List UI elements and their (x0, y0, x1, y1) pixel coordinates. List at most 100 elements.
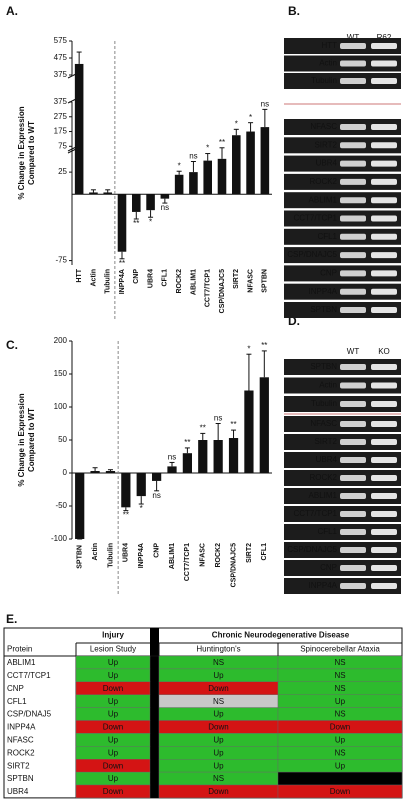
bar (89, 192, 98, 195)
significance: * (249, 113, 252, 122)
x-tick-label: ROCK2 (176, 269, 183, 294)
blot-band (340, 547, 366, 553)
x-tick-label: CNP (153, 543, 160, 558)
bar (182, 453, 192, 473)
blot-band (371, 215, 397, 222)
blot-band (371, 439, 397, 445)
blot-band (371, 529, 397, 535)
axis-break (67, 98, 77, 104)
x-tick-label: SPTBN (77, 545, 84, 569)
protein-name: ABLIM1 (7, 658, 36, 667)
protein-label: CCT7/TCP1 (293, 509, 337, 518)
protein-label: Actin (319, 381, 337, 390)
blot-band (340, 233, 366, 240)
table-cell-text: Down (330, 787, 350, 796)
x-tick-label: Tubulin (107, 543, 114, 568)
table-cell-text: NS (334, 748, 345, 757)
column-header: Spinocerebellar Ataxia (300, 645, 380, 654)
protein-label: UBR4 (316, 455, 338, 464)
blot-band (340, 364, 366, 370)
blot-band (340, 124, 366, 130)
table-cell-text: Down (103, 761, 123, 770)
protein-label: CSP/DNAJC5 (287, 250, 337, 259)
protein-label: ROCK2 (309, 177, 337, 186)
x-tick-label: CSP/DNAJC5 (219, 269, 226, 313)
protein-label: SIRT2 (314, 140, 337, 149)
bar (121, 473, 131, 508)
protein-label: ABLIM1 (309, 491, 338, 500)
blot-band (340, 493, 366, 499)
table-cell-text: Up (213, 710, 224, 719)
column-header: Protein (7, 645, 32, 654)
bar (167, 466, 177, 473)
blot-band (371, 178, 397, 185)
protein-label: CSP/DNAJC5 (287, 545, 337, 554)
protein-label: SIRT2 (314, 437, 337, 446)
protein-label: INPP4A (309, 287, 338, 296)
blot-band (371, 307, 397, 313)
y-tick-label: -75 (55, 256, 67, 265)
protein-label: CCT7/TCP1 (293, 214, 337, 223)
panel-label: B. (288, 4, 300, 18)
column-header: Lesion Study (90, 645, 136, 654)
significance: * (178, 161, 181, 170)
blot-band (340, 565, 366, 571)
protein-label: Actin (319, 59, 337, 68)
significance: ns (168, 453, 176, 462)
x-tick-label: ABLIM1 (169, 543, 176, 569)
table-cell-text: Up (108, 774, 119, 783)
table-cell-text: Up (335, 735, 346, 744)
group-header: Chronic Neurodegenerative Disease (212, 631, 350, 640)
bar (75, 473, 85, 539)
significance: ns (189, 152, 197, 161)
protein-label: ABLIM1 (309, 195, 338, 204)
x-tick-label: INPP4A (119, 269, 126, 294)
panel-label: A. (6, 4, 18, 18)
protein-name: CCT7/TCP1 (7, 671, 51, 680)
bar (244, 390, 254, 473)
axis-break (67, 73, 77, 79)
protein-label: NFASC (310, 122, 337, 131)
blot-band (371, 547, 397, 553)
significance: ** (200, 424, 206, 433)
table-cell-text: NS (213, 658, 224, 667)
protein-label: CNP (320, 563, 337, 572)
protein-name: SIRT2 (7, 761, 30, 770)
table-cell-text: NS (334, 684, 345, 693)
blot-band (371, 78, 397, 84)
x-tick-label: CCT7/TCP1 (184, 543, 191, 581)
blot-band (340, 215, 366, 222)
x-tick-label: INPP4A (138, 543, 145, 568)
bar (160, 194, 170, 199)
y-tick-label: 100 (54, 402, 68, 411)
x-tick-label: NFASC (247, 269, 254, 293)
bar (259, 377, 269, 473)
blot-band (371, 197, 397, 204)
blot-band (340, 529, 366, 535)
blot-band (340, 197, 366, 204)
x-tick-label: SIRT2 (246, 543, 253, 563)
table-cell-text: Up (335, 761, 346, 770)
blot-band (371, 252, 397, 259)
blot-band (371, 421, 397, 427)
lane-label: KO (378, 347, 390, 356)
blot-band (371, 142, 397, 149)
blot-band (371, 124, 397, 130)
x-tick-label: ROCK2 (215, 543, 222, 568)
y-axis-label: Compared to WT (27, 121, 36, 185)
table-cell-text: Up (108, 697, 119, 706)
table-cell-text: Up (108, 658, 119, 667)
significance: * (140, 504, 143, 513)
table-cell-text: NS (334, 658, 345, 667)
y-axis-label: % Change in Expression (17, 393, 26, 486)
table-cell-text: Up (213, 748, 224, 757)
x-tick-label: ABLIM1 (190, 269, 197, 295)
bar (228, 438, 239, 473)
bar (117, 194, 127, 252)
x-tick-label: Actin (90, 269, 97, 287)
x-tick-label: CSP/DNAJC5 (230, 543, 237, 587)
panel-label: E. (6, 612, 17, 626)
bar (246, 131, 255, 195)
blot-band (371, 511, 397, 517)
blot-band (371, 401, 397, 407)
